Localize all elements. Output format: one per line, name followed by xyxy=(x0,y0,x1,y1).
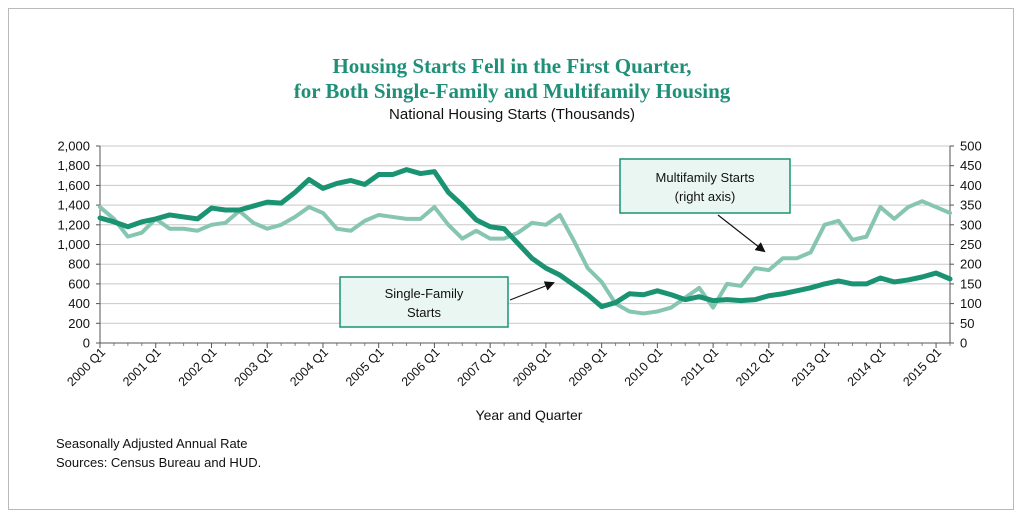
right-tick-label: 450 xyxy=(960,158,982,173)
right-tick-label: 500 xyxy=(960,139,982,154)
x-tick-label: 2014 Q1 xyxy=(845,345,889,389)
right-tick-label: 0 xyxy=(960,336,967,351)
x-tick-label: 2012 Q1 xyxy=(733,345,777,389)
left-tick-label: 200 xyxy=(68,316,90,331)
left-tick-label: 600 xyxy=(68,276,90,291)
x-tick-label: 2002 Q1 xyxy=(176,345,220,389)
right-tick-label: 50 xyxy=(960,316,974,331)
multifamily-callout-line1: Multifamily Starts xyxy=(656,170,755,185)
right-tick-label: 200 xyxy=(960,257,982,272)
single-family-callout-arrow xyxy=(509,281,555,301)
note-sources: Sources: Census Bureau and HUD. xyxy=(56,455,262,470)
single-family-series-line xyxy=(97,167,953,310)
right-axis-ticks: 0 50 100 150 200 250 300 350 400 450 500 xyxy=(950,139,982,351)
note-seasonal: Seasonally Adjusted Annual Rate xyxy=(56,436,248,451)
series-lines xyxy=(97,167,953,316)
left-tick-label: 800 xyxy=(68,257,90,272)
right-tick-label: 150 xyxy=(960,276,982,291)
chart-subtitle: National Housing Starts (Thousands) xyxy=(389,106,635,123)
left-tick-label: 1,200 xyxy=(57,217,90,232)
left-tick-label: 1,000 xyxy=(57,237,90,252)
single-family-callout-line1: Single-Family xyxy=(385,286,464,301)
multifamily-callout-arrow xyxy=(717,214,766,253)
chart-title-line2: for Both Single-Family and Multifamily H… xyxy=(293,79,731,103)
single-family-callout-box xyxy=(339,276,509,328)
left-tick-label: 1,400 xyxy=(57,198,90,213)
single-family-callout-line2: Starts xyxy=(407,305,441,320)
left-axis-ticks: 0 200 400 600 800 1,000 1,200 1,400 1,600 1,800 2,… xyxy=(57,139,100,351)
single-family-callout: Single-Family Starts xyxy=(339,276,555,328)
right-tick-label: 300 xyxy=(960,217,982,232)
gridlines xyxy=(100,145,950,324)
x-tick-label: 2001 Q1 xyxy=(120,345,164,389)
left-tick-label: 1,600 xyxy=(57,178,90,193)
multifamily-callout-box xyxy=(619,158,791,214)
x-tick-label: 2004 Q1 xyxy=(287,345,331,389)
right-tick-label: 400 xyxy=(960,178,982,193)
right-tick-label: 250 xyxy=(960,237,982,252)
x-tick-label: 2007 Q1 xyxy=(454,345,498,389)
chart-frame xyxy=(8,8,1014,510)
multifamily-callout-line2: (right axis) xyxy=(675,189,736,204)
x-tick-label: 2008 Q1 xyxy=(510,345,554,389)
left-tick-label: 400 xyxy=(68,296,90,311)
left-tick-label: 1,800 xyxy=(57,158,90,173)
chart-title-line1: Housing Starts Fell in the First Quarter… xyxy=(332,54,692,78)
x-tick-label: 2009 Q1 xyxy=(566,345,610,389)
multifamily-series-line xyxy=(98,199,952,316)
x-tick-label: 2006 Q1 xyxy=(399,345,443,389)
x-tick-label: 2000 Q1 xyxy=(64,345,108,389)
x-tick-label: 2011 Q1 xyxy=(678,345,721,388)
left-tick-label: 2,000 xyxy=(57,139,90,154)
left-tick-label: 0 xyxy=(83,336,90,351)
x-axis-ticks: 2000 Q1 2001 Q1 2002 Q1 2003 Q1 2004 Q1 2005 … xyxy=(64,343,951,389)
x-tick-label: 2015 Q1 xyxy=(900,345,944,389)
axes xyxy=(99,146,951,344)
x-tick-label: 2003 Q1 xyxy=(232,345,276,389)
x-tick-label: 2005 Q1 xyxy=(343,345,387,389)
x-tick-label: 2010 Q1 xyxy=(622,345,666,389)
x-tick-label: 2013 Q1 xyxy=(789,345,833,389)
multifamily-callout: Multifamily Starts (right axis) xyxy=(619,158,791,253)
x-axis-label: Year and Quarter xyxy=(476,407,583,423)
right-tick-label: 350 xyxy=(960,198,982,213)
right-tick-label: 100 xyxy=(960,296,982,311)
